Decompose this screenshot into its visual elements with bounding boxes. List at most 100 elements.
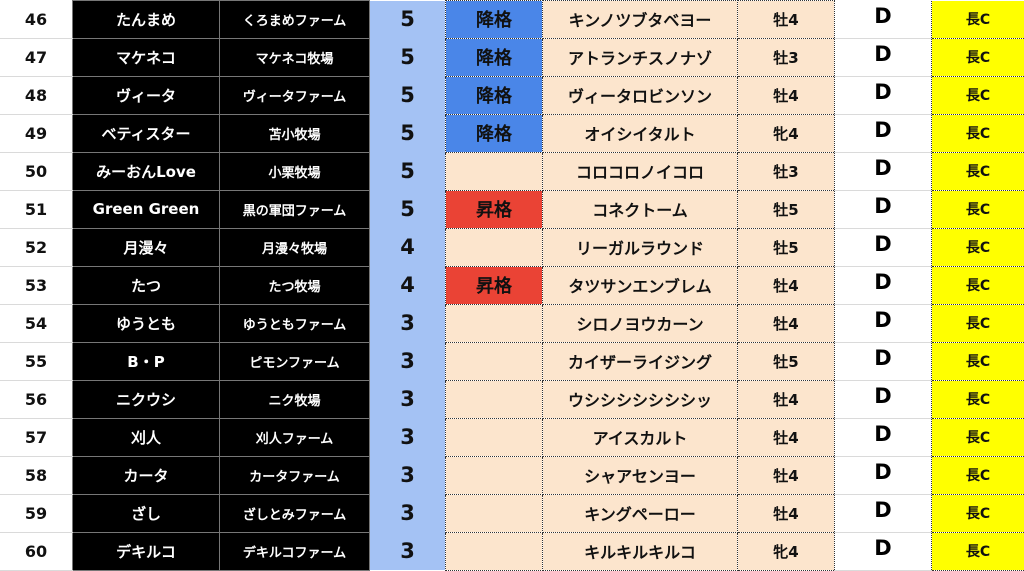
- sex-age[interactable]: 牡4: [738, 380, 835, 418]
- status-cell[interactable]: [446, 532, 543, 570]
- row-number[interactable]: 58: [0, 456, 73, 494]
- grade-cell[interactable]: D: [835, 494, 932, 532]
- row-number[interactable]: 53: [0, 266, 73, 304]
- status-cell[interactable]: [446, 418, 543, 456]
- status-cell[interactable]: [446, 456, 543, 494]
- row-number[interactable]: 48: [0, 76, 73, 114]
- rank-cell[interactable]: 3: [370, 342, 446, 380]
- owner-name[interactable]: デキルコ: [73, 532, 220, 570]
- horse-name[interactable]: カイザーライジング: [543, 342, 738, 380]
- farm-name[interactable]: 月漫々牧場: [220, 228, 370, 266]
- horse-name[interactable]: キングペーロー: [543, 494, 738, 532]
- sex-age[interactable]: 牡4: [738, 304, 835, 342]
- grade-cell[interactable]: D: [835, 1, 932, 39]
- row-number[interactable]: 51: [0, 190, 73, 228]
- rank-cell[interactable]: 4: [370, 228, 446, 266]
- rank-cell[interactable]: 3: [370, 532, 446, 570]
- aptitude-cell[interactable]: 長C: [932, 190, 1024, 228]
- farm-name[interactable]: カータファーム: [220, 456, 370, 494]
- sex-age[interactable]: 牡3: [738, 152, 835, 190]
- status-cell[interactable]: [446, 494, 543, 532]
- row-number[interactable]: 46: [0, 1, 73, 39]
- farm-name[interactable]: ヴィータファーム: [220, 76, 370, 114]
- horse-name[interactable]: コロコロノイコロ: [543, 152, 738, 190]
- status-cell[interactable]: [446, 152, 543, 190]
- row-number[interactable]: 55: [0, 342, 73, 380]
- horse-name[interactable]: シロノヨウカーン: [543, 304, 738, 342]
- farm-name[interactable]: たつ牧場: [220, 266, 370, 304]
- horse-name[interactable]: アトランチスノナゾ: [543, 38, 738, 76]
- status-cell[interactable]: [446, 380, 543, 418]
- horse-name[interactable]: オイシイタルト: [543, 114, 738, 152]
- sex-age[interactable]: 牡4: [738, 76, 835, 114]
- farm-name[interactable]: ピモンファーム: [220, 342, 370, 380]
- sex-age[interactable]: 牡4: [738, 1, 835, 39]
- aptitude-cell[interactable]: 長C: [932, 152, 1024, 190]
- rank-cell[interactable]: 3: [370, 304, 446, 342]
- sex-age[interactable]: 牡5: [738, 190, 835, 228]
- owner-name[interactable]: ざし: [73, 494, 220, 532]
- owner-name[interactable]: たんまめ: [73, 1, 220, 39]
- sex-age[interactable]: 牡3: [738, 38, 835, 76]
- rank-cell[interactable]: 5: [370, 152, 446, 190]
- rank-cell[interactable]: 3: [370, 494, 446, 532]
- owner-name[interactable]: ヴィータ: [73, 76, 220, 114]
- aptitude-cell[interactable]: 長C: [932, 266, 1024, 304]
- grade-cell[interactable]: D: [835, 418, 932, 456]
- horse-name[interactable]: タツサンエンブレム: [543, 266, 738, 304]
- farm-name[interactable]: くろまめファーム: [220, 1, 370, 39]
- grade-cell[interactable]: D: [835, 304, 932, 342]
- row-number[interactable]: 50: [0, 152, 73, 190]
- sex-age[interactable]: 牡4: [738, 266, 835, 304]
- rank-cell[interactable]: 4: [370, 266, 446, 304]
- grade-cell[interactable]: D: [835, 228, 932, 266]
- aptitude-cell[interactable]: 長C: [932, 380, 1024, 418]
- sex-age[interactable]: 牡5: [738, 228, 835, 266]
- sex-age[interactable]: 牡4: [738, 456, 835, 494]
- rank-cell[interactable]: 3: [370, 380, 446, 418]
- horse-name[interactable]: ヴィータロビンソン: [543, 76, 738, 114]
- horse-name[interactable]: シャアセンヨー: [543, 456, 738, 494]
- rank-cell[interactable]: 3: [370, 418, 446, 456]
- grade-cell[interactable]: D: [835, 114, 932, 152]
- grade-cell[interactable]: D: [835, 190, 932, 228]
- rank-cell[interactable]: 5: [370, 1, 446, 39]
- row-number[interactable]: 54: [0, 304, 73, 342]
- grade-cell[interactable]: D: [835, 342, 932, 380]
- row-number[interactable]: 56: [0, 380, 73, 418]
- sex-age[interactable]: 牝4: [738, 532, 835, 570]
- farm-name[interactable]: ざしとみファーム: [220, 494, 370, 532]
- sex-age[interactable]: 牝4: [738, 114, 835, 152]
- horse-name[interactable]: リーガルラウンド: [543, 228, 738, 266]
- aptitude-cell[interactable]: 長C: [932, 494, 1024, 532]
- aptitude-cell[interactable]: 長C: [932, 304, 1024, 342]
- rank-cell[interactable]: 5: [370, 38, 446, 76]
- farm-name[interactable]: 小栗牧場: [220, 152, 370, 190]
- owner-name[interactable]: ニクウシ: [73, 380, 220, 418]
- owner-name[interactable]: B・P: [73, 342, 220, 380]
- grade-cell[interactable]: D: [835, 456, 932, 494]
- aptitude-cell[interactable]: 長C: [932, 228, 1024, 266]
- grade-cell[interactable]: D: [835, 380, 932, 418]
- status-cell[interactable]: [446, 342, 543, 380]
- farm-name[interactable]: 刈人ファーム: [220, 418, 370, 456]
- grade-cell[interactable]: D: [835, 152, 932, 190]
- status-cell[interactable]: [446, 228, 543, 266]
- aptitude-cell[interactable]: 長C: [932, 532, 1024, 570]
- horse-name[interactable]: アイスカルト: [543, 418, 738, 456]
- sex-age[interactable]: 牡4: [738, 418, 835, 456]
- owner-name[interactable]: マケネコ: [73, 38, 220, 76]
- farm-name[interactable]: ニク牧場: [220, 380, 370, 418]
- aptitude-cell[interactable]: 長C: [932, 418, 1024, 456]
- grade-cell[interactable]: D: [835, 76, 932, 114]
- grade-cell[interactable]: D: [835, 38, 932, 76]
- status-cell[interactable]: 昇格: [446, 190, 543, 228]
- aptitude-cell[interactable]: 長C: [932, 1, 1024, 39]
- sex-age[interactable]: 牡5: [738, 342, 835, 380]
- status-cell[interactable]: 降格: [446, 38, 543, 76]
- status-cell[interactable]: 降格: [446, 114, 543, 152]
- owner-name[interactable]: 刈人: [73, 418, 220, 456]
- rank-cell[interactable]: 5: [370, 114, 446, 152]
- sex-age[interactable]: 牡4: [738, 494, 835, 532]
- aptitude-cell[interactable]: 長C: [932, 456, 1024, 494]
